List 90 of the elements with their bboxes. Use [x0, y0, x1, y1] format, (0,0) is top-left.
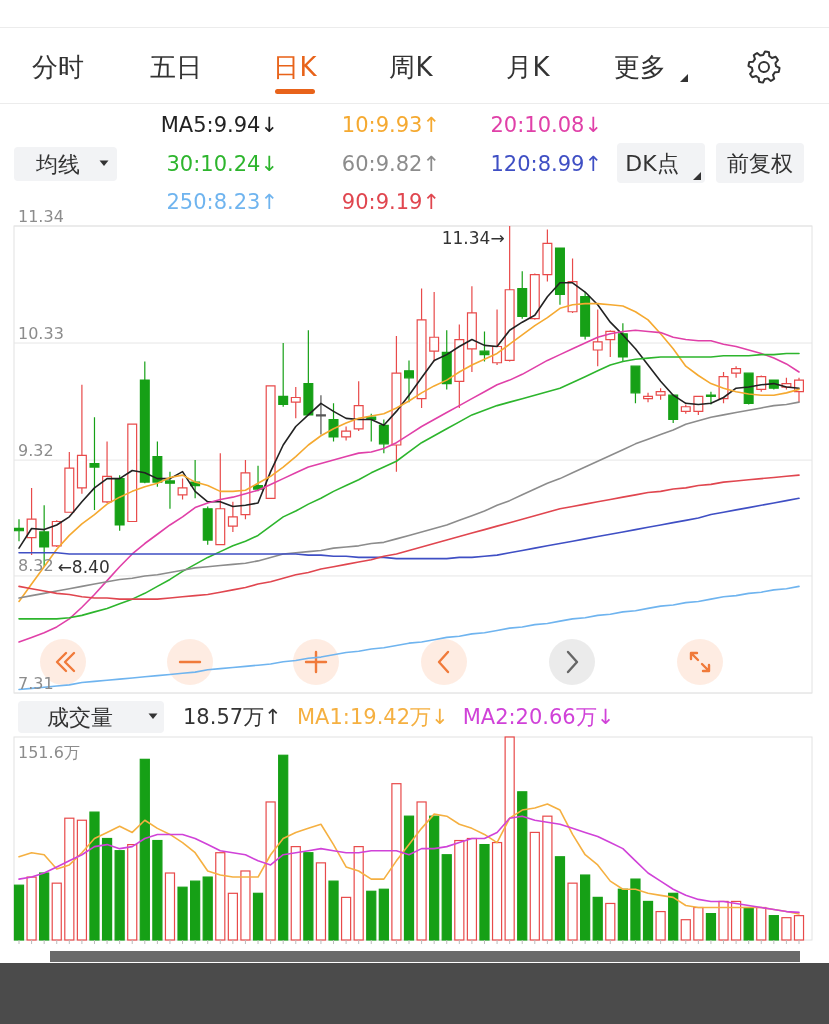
text: 成交量 [47, 704, 113, 730]
bar [290, 846, 301, 941]
bar [202, 876, 213, 941]
bar [366, 890, 377, 941]
bar [127, 843, 138, 941]
bar [668, 892, 679, 941]
bar [479, 843, 490, 941]
bar [101, 837, 113, 941]
y-tick-label: 10.33 [18, 323, 64, 343]
bar [303, 852, 314, 941]
bar [517, 791, 528, 941]
bar [328, 880, 339, 941]
bar [441, 854, 452, 941]
bar [51, 882, 62, 941]
bar [177, 886, 188, 941]
text: 五日 [150, 52, 202, 82]
text: 均线 [35, 151, 80, 177]
bar [340, 896, 352, 941]
bar [529, 831, 540, 941]
bar [39, 872, 50, 941]
bar [240, 870, 251, 941]
text: DK点 [625, 150, 679, 176]
text: 90:9.19↑ [341, 190, 440, 214]
bar [693, 906, 704, 941]
text: MA5:9.94↓ [160, 113, 278, 137]
bar [215, 852, 226, 941]
bar [152, 839, 163, 941]
bar [403, 815, 415, 941]
bar [64, 817, 75, 941]
bar [252, 892, 264, 941]
bar [315, 862, 327, 941]
bar [768, 915, 779, 941]
bar [630, 878, 641, 941]
bar [567, 882, 578, 941]
bar [454, 839, 465, 941]
bar [680, 919, 691, 941]
bar [190, 880, 201, 941]
text: 18.57万↑ [183, 705, 282, 729]
text: 更多 [614, 52, 666, 82]
bar [617, 888, 628, 941]
bar [743, 906, 754, 941]
bar [781, 917, 792, 941]
text: 周K [389, 52, 434, 82]
bar [353, 846, 364, 941]
text: MA2:20.66万↓ [462, 705, 615, 729]
text: MA1:19.42万↓ [297, 705, 449, 729]
bar [554, 856, 566, 941]
text: 60:9.82↑ [341, 152, 440, 176]
annotation: ←8.40 [57, 556, 110, 577]
bar [592, 896, 603, 941]
bar [491, 841, 503, 941]
bar [655, 910, 666, 941]
bar [642, 900, 654, 941]
bar [542, 815, 553, 941]
text: 250:8.23↑ [166, 190, 278, 214]
bar [13, 884, 25, 941]
text: 月K [506, 52, 551, 82]
bar [504, 736, 515, 941]
bar [730, 900, 742, 941]
text: 30:10.24↓ [166, 152, 278, 176]
bar [705, 913, 717, 941]
bar [76, 819, 88, 941]
annotation: 11.34→ [441, 228, 505, 248]
bar [378, 888, 389, 941]
annotation: 151.6万 [18, 742, 80, 762]
bar [416, 801, 427, 941]
bar [139, 758, 150, 941]
bar [89, 811, 100, 941]
bar [718, 900, 729, 941]
bar [265, 801, 276, 941]
bar [756, 906, 767, 941]
bar [466, 837, 478, 941]
bar [580, 874, 591, 941]
bar [26, 876, 37, 941]
bar [227, 892, 238, 941]
bar [391, 783, 402, 941]
text: 日K [273, 52, 318, 82]
bar [429, 815, 440, 941]
text: 10:9.93↑ [341, 113, 440, 137]
bar [164, 872, 176, 941]
text: 20:10.08↓ [490, 113, 602, 137]
text: 分时 [32, 52, 84, 82]
bar [605, 902, 616, 941]
text: 前复权 [727, 150, 793, 176]
text: 120:8.99↑ [490, 152, 602, 176]
bar [793, 915, 805, 941]
bar [278, 754, 289, 941]
y-tick-label: 11.34 [18, 206, 64, 226]
y-tick-label: 9.32 [18, 440, 54, 460]
bar [114, 850, 125, 941]
